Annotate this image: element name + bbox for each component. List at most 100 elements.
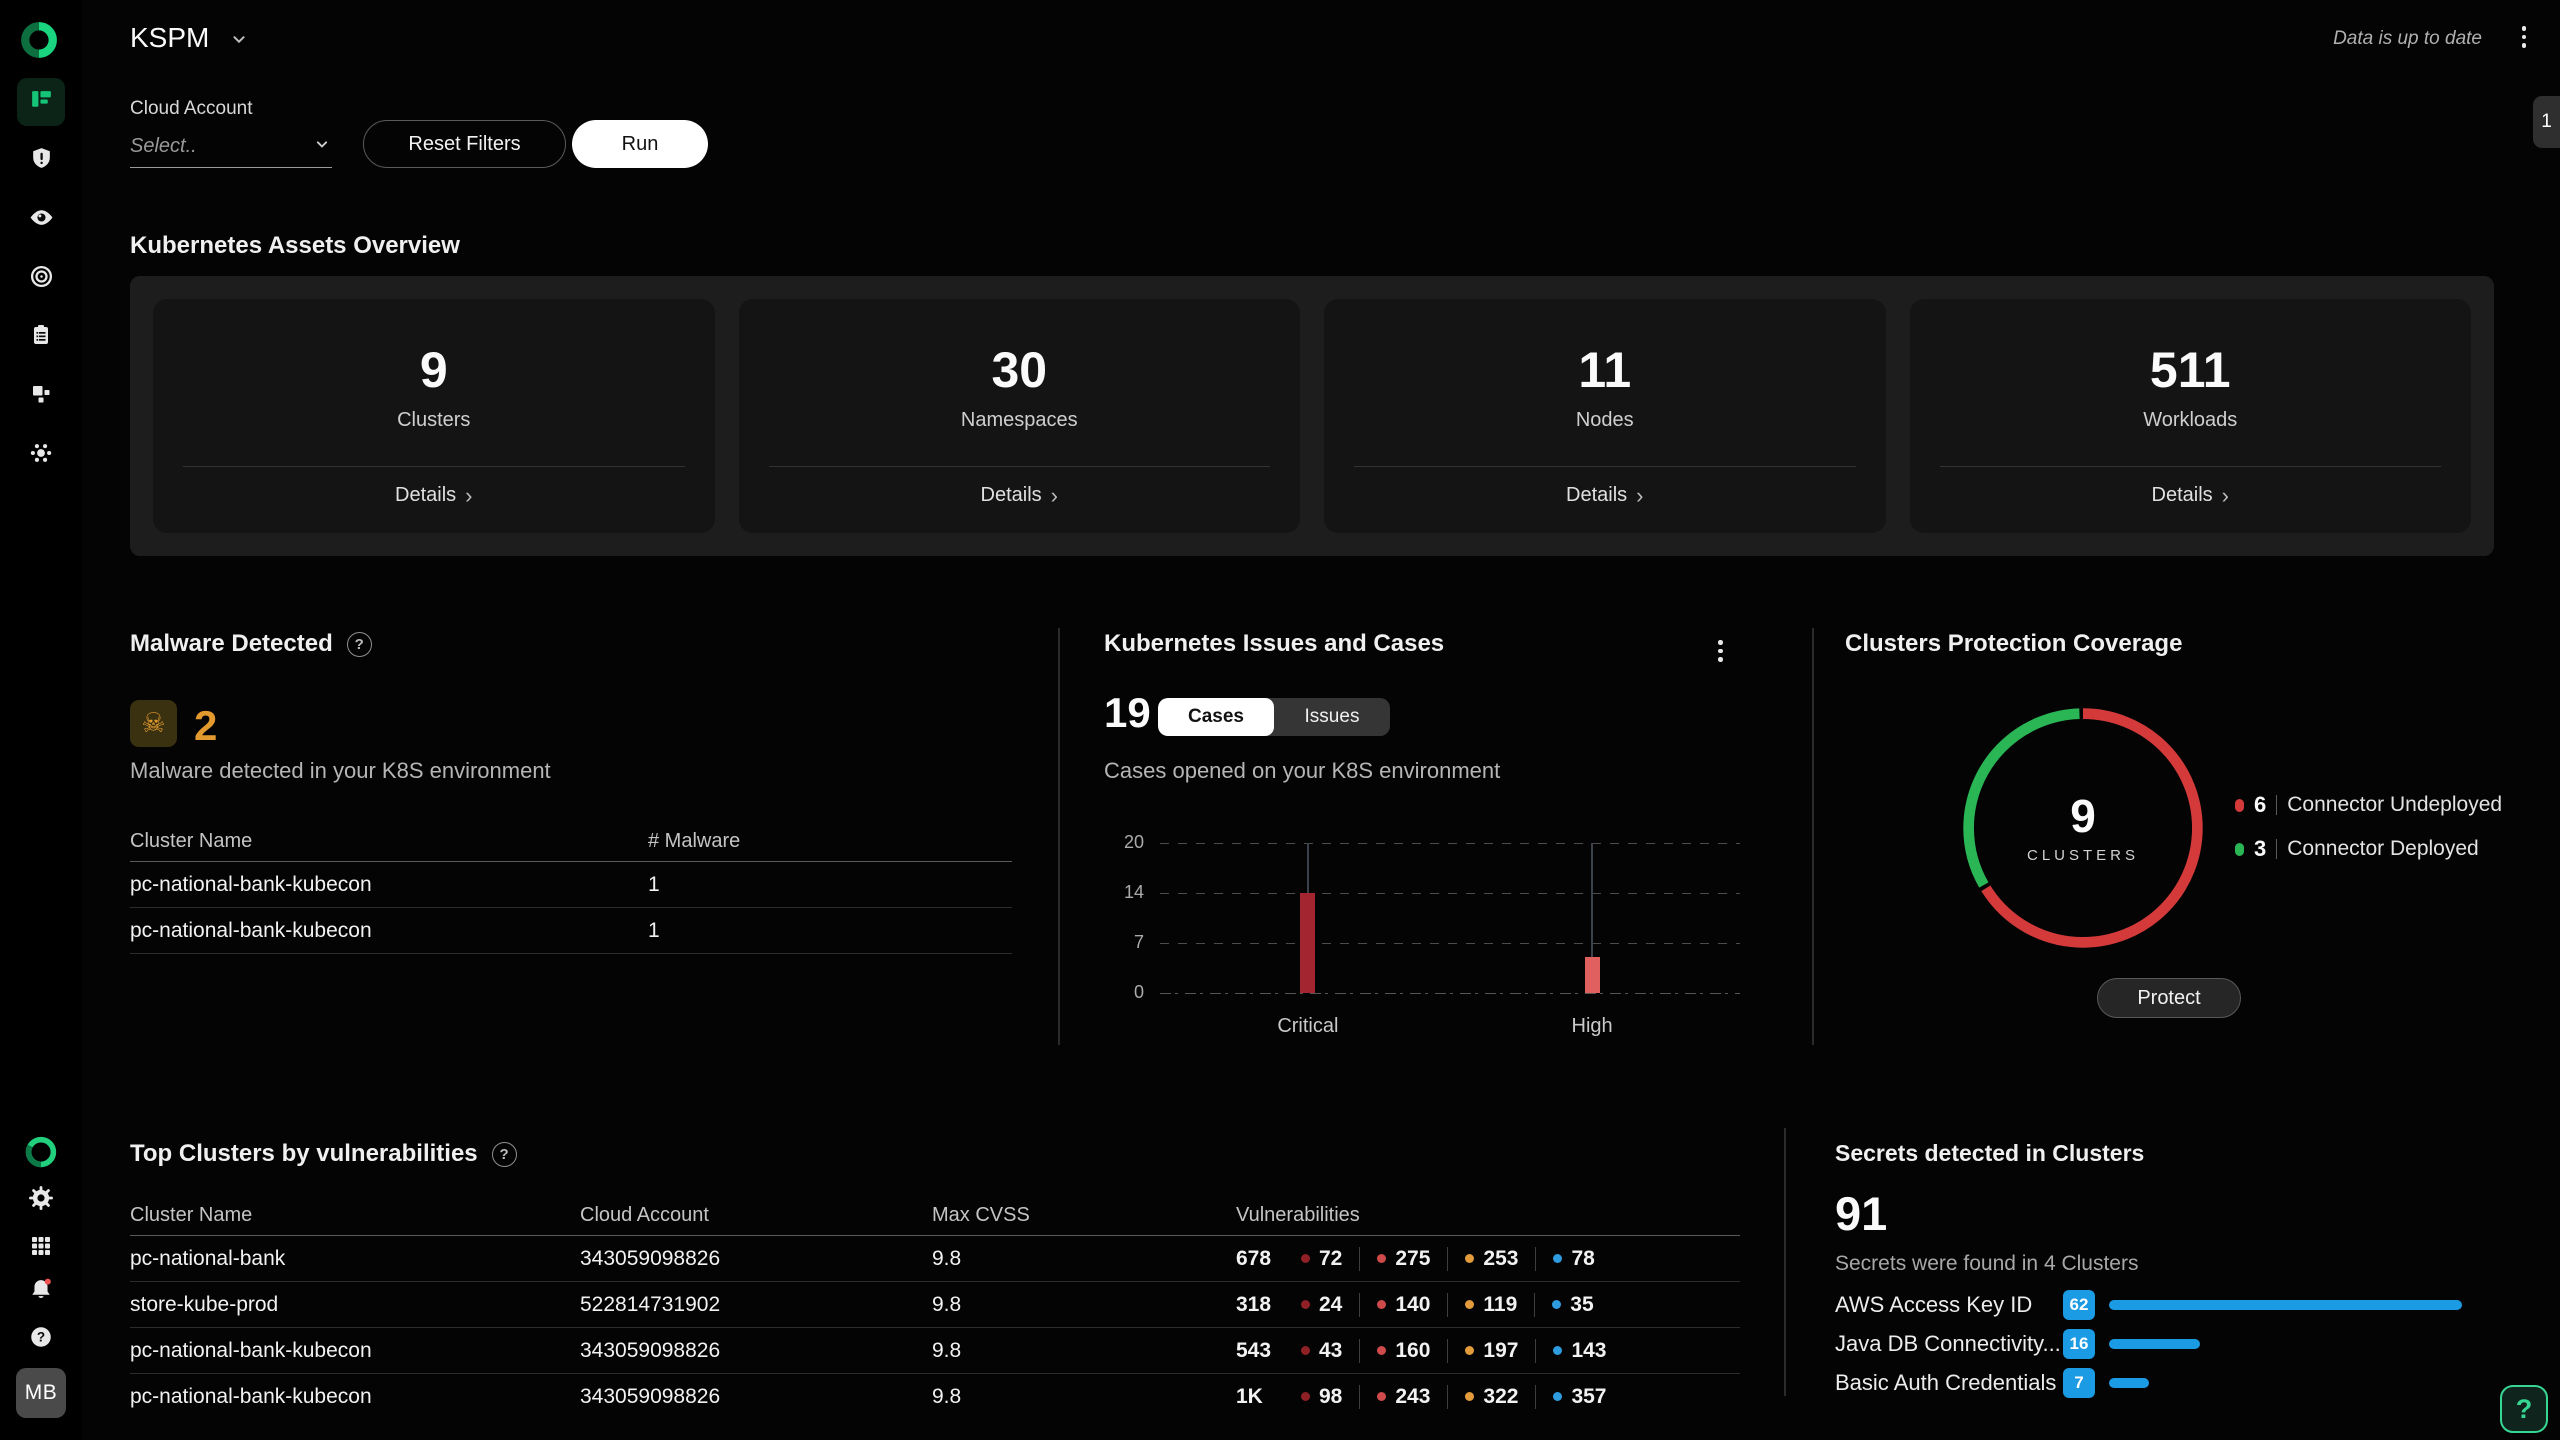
asset-card-label: Workloads — [2143, 409, 2238, 431]
settings-gear-icon — [28, 1185, 54, 1216]
sidebar-item-modules[interactable] — [17, 372, 65, 420]
chevron-down-icon[interactable] — [228, 28, 250, 55]
dashboard-icon — [29, 87, 54, 117]
clusters-count: 9 — [2070, 789, 2096, 842]
severity-count: 322 — [1465, 1385, 1518, 1409]
blocks-icon — [29, 382, 53, 411]
malware-count: 2 — [194, 702, 218, 749]
legend-item: 3 Connector Deployed — [2235, 836, 2502, 862]
help-circle-icon[interactable]: ? — [346, 631, 372, 657]
gridline — [1160, 893, 1740, 894]
list-item[interactable]: Basic Auth Credentials 7 — [1835, 1368, 2500, 1398]
asset-card: 30 Namespaces Details › — [738, 299, 1300, 533]
details-link[interactable]: Details › — [980, 482, 1058, 508]
tab-issues[interactable]: Issues — [1304, 706, 1360, 727]
table-header: Cluster Name # Malware — [130, 822, 1012, 862]
settings-button[interactable] — [17, 1176, 65, 1224]
table-row[interactable]: pc-national-bank 343059098826 9.8 678 72… — [130, 1236, 1740, 1282]
sidebar-item-threats[interactable] — [17, 431, 65, 479]
table-row[interactable]: pc-national-bank-kubecon 1 — [130, 908, 1012, 954]
user-avatar[interactable]: MB — [16, 1368, 66, 1418]
malware-count-cell: 1 — [648, 918, 660, 942]
kebab-menu[interactable] — [2521, 26, 2526, 48]
divider — [1359, 1292, 1361, 1317]
kebab-menu[interactable] — [1718, 640, 1723, 662]
sidebar-item-compliance[interactable] — [17, 313, 65, 361]
list-item[interactable]: AWS Access Key ID 62 — [1835, 1290, 2500, 1320]
protect-button[interactable]: Protect — [2097, 978, 2241, 1018]
y-tick-label: 7 — [1133, 932, 1144, 952]
tab-cases[interactable]: Cases — [1158, 698, 1274, 736]
max-cvss-cell: 9.8 — [932, 1384, 962, 1408]
coverage-legend: 6 Connector Undeployed 3 Connector Deplo… — [2235, 792, 2502, 862]
asset-card-label: Namespaces — [960, 409, 1078, 431]
severity-value: 322 — [1483, 1384, 1519, 1408]
list-item[interactable]: Java DB Connectivity... 16 — [1835, 1329, 2500, 1359]
asset-card-value: 11 — [1578, 342, 1632, 398]
coverage-donut-chart: 9 CLUSTERS — [1957, 702, 2209, 954]
severity-dot-icon — [1377, 1300, 1387, 1309]
asset-card: 9 Clusters Details › — [153, 299, 715, 533]
sidebar-item-posture[interactable] — [17, 137, 65, 185]
target-icon — [29, 264, 54, 294]
severity-dot-icon — [1377, 1346, 1387, 1355]
severity-count: 98 — [1301, 1385, 1342, 1409]
sidebar-item-visibility[interactable] — [17, 196, 65, 244]
severity-value: 197 — [1483, 1338, 1519, 1362]
legend-value: 3 — [2254, 836, 2267, 861]
cloud-account-select[interactable]: Select.. — [130, 126, 332, 168]
asset-card: 511 Workloads Details › — [1909, 299, 2471, 533]
details-link[interactable]: Details › — [395, 482, 473, 508]
y-tick-label: 14 — [1123, 882, 1144, 902]
severity-value: 275 — [1395, 1246, 1431, 1270]
column-header: Cluster Name — [130, 1204, 253, 1226]
gridline — [1160, 943, 1740, 944]
apps-grid-button[interactable] — [17, 1224, 65, 1272]
severity-count: 35 — [1552, 1293, 1594, 1317]
divider — [2276, 795, 2278, 815]
sidebar-item-targets[interactable] — [17, 255, 65, 303]
gridline — [1160, 993, 1740, 994]
help-icon: ? — [28, 1324, 54, 1355]
table-row[interactable]: pc-national-bank-kubecon 343059098826 9.… — [130, 1328, 1740, 1374]
help-button[interactable]: ? — [17, 1315, 65, 1363]
sidebar-item-dashboard[interactable] — [17, 78, 65, 126]
divider — [2276, 839, 2278, 859]
severity-dot-icon — [1301, 1392, 1310, 1401]
severity-dot-icon — [1377, 1254, 1387, 1263]
details-link[interactable]: Details › — [1566, 482, 1644, 508]
notification-dot — [44, 1278, 51, 1285]
details-link[interactable]: Details › — [2151, 482, 2229, 508]
help-circle-icon[interactable]: ? — [491, 1141, 517, 1167]
secrets-list: AWS Access Key ID 62 Java DB Connectivit… — [1835, 1290, 2500, 1398]
table-row[interactable]: pc-national-bank-kubecon 343059098826 9.… — [130, 1374, 1740, 1412]
brand-logo — [17, 1128, 65, 1176]
cloud-account-cell: 343059098826 — [580, 1338, 721, 1362]
severity-value: 243 — [1395, 1384, 1431, 1408]
side-panel-tab[interactable]: 1 — [2533, 96, 2560, 148]
table-row[interactable]: pc-national-bank-kubecon 1 — [130, 862, 1012, 908]
y-tick-label: 0 — [1133, 982, 1144, 1002]
divider — [1535, 1246, 1537, 1271]
column-header: Max CVSS — [932, 1204, 1030, 1226]
severity-count: 143 — [1553, 1339, 1607, 1363]
run-button[interactable]: Run — [572, 120, 708, 168]
panel-divider — [1784, 1128, 1786, 1396]
divider — [1535, 1384, 1537, 1409]
reset-filters-button[interactable]: Reset Filters — [363, 120, 566, 168]
severity-value: 43 — [1319, 1338, 1343, 1362]
max-cvss-cell: 9.8 — [932, 1338, 962, 1362]
bar-critical[interactable] — [1300, 893, 1316, 993]
severity-dot-icon — [1301, 1254, 1310, 1263]
cluster-name-cell: pc-national-bank — [130, 1246, 286, 1270]
table-row[interactable]: store-kube-prod 522814731902 9.8 318 24 … — [130, 1282, 1740, 1328]
floating-help-button[interactable]: ? — [2500, 1385, 2548, 1433]
donut-segment-deployed — [1963, 708, 2203, 948]
cluster-name-cell: store-kube-prod — [130, 1292, 279, 1316]
secret-bar — [2109, 1339, 2200, 1349]
notifications-button[interactable] — [17, 1268, 65, 1316]
divider — [1359, 1246, 1361, 1271]
column-header: Cloud Account — [580, 1204, 709, 1226]
bar-high[interactable] — [1584, 957, 1600, 993]
divider — [1359, 1384, 1361, 1409]
